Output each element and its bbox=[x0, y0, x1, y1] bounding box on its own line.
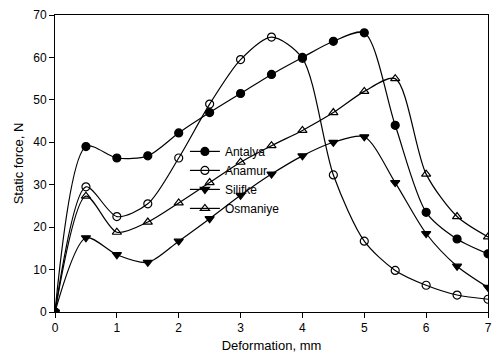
svg-text:60: 60 bbox=[33, 51, 47, 65]
svg-text:40: 40 bbox=[33, 135, 47, 149]
svg-text:20: 20 bbox=[33, 220, 47, 234]
svg-text:50: 50 bbox=[33, 93, 47, 107]
svg-text:1: 1 bbox=[114, 321, 121, 335]
svg-text:10: 10 bbox=[33, 263, 47, 277]
svg-text:Silifke: Silifke bbox=[225, 183, 257, 197]
svg-text:4: 4 bbox=[299, 321, 306, 335]
svg-text:2: 2 bbox=[175, 321, 182, 335]
svg-text:30: 30 bbox=[33, 178, 47, 192]
svg-text:0: 0 bbox=[52, 321, 59, 335]
svg-text:Antalya: Antalya bbox=[225, 145, 265, 159]
svg-text:Deformation, mm: Deformation, mm bbox=[222, 338, 322, 353]
svg-text:Static force, N: Static force, N bbox=[11, 123, 26, 205]
svg-text:0: 0 bbox=[40, 305, 47, 319]
svg-text:7: 7 bbox=[485, 321, 492, 335]
svg-text:Osmaniye: Osmaniye bbox=[225, 202, 279, 216]
svg-text:5: 5 bbox=[361, 321, 368, 335]
svg-text:70: 70 bbox=[33, 8, 47, 22]
svg-text:6: 6 bbox=[423, 321, 430, 335]
svg-text:Anamur: Anamur bbox=[225, 164, 267, 178]
svg-text:3: 3 bbox=[237, 321, 244, 335]
